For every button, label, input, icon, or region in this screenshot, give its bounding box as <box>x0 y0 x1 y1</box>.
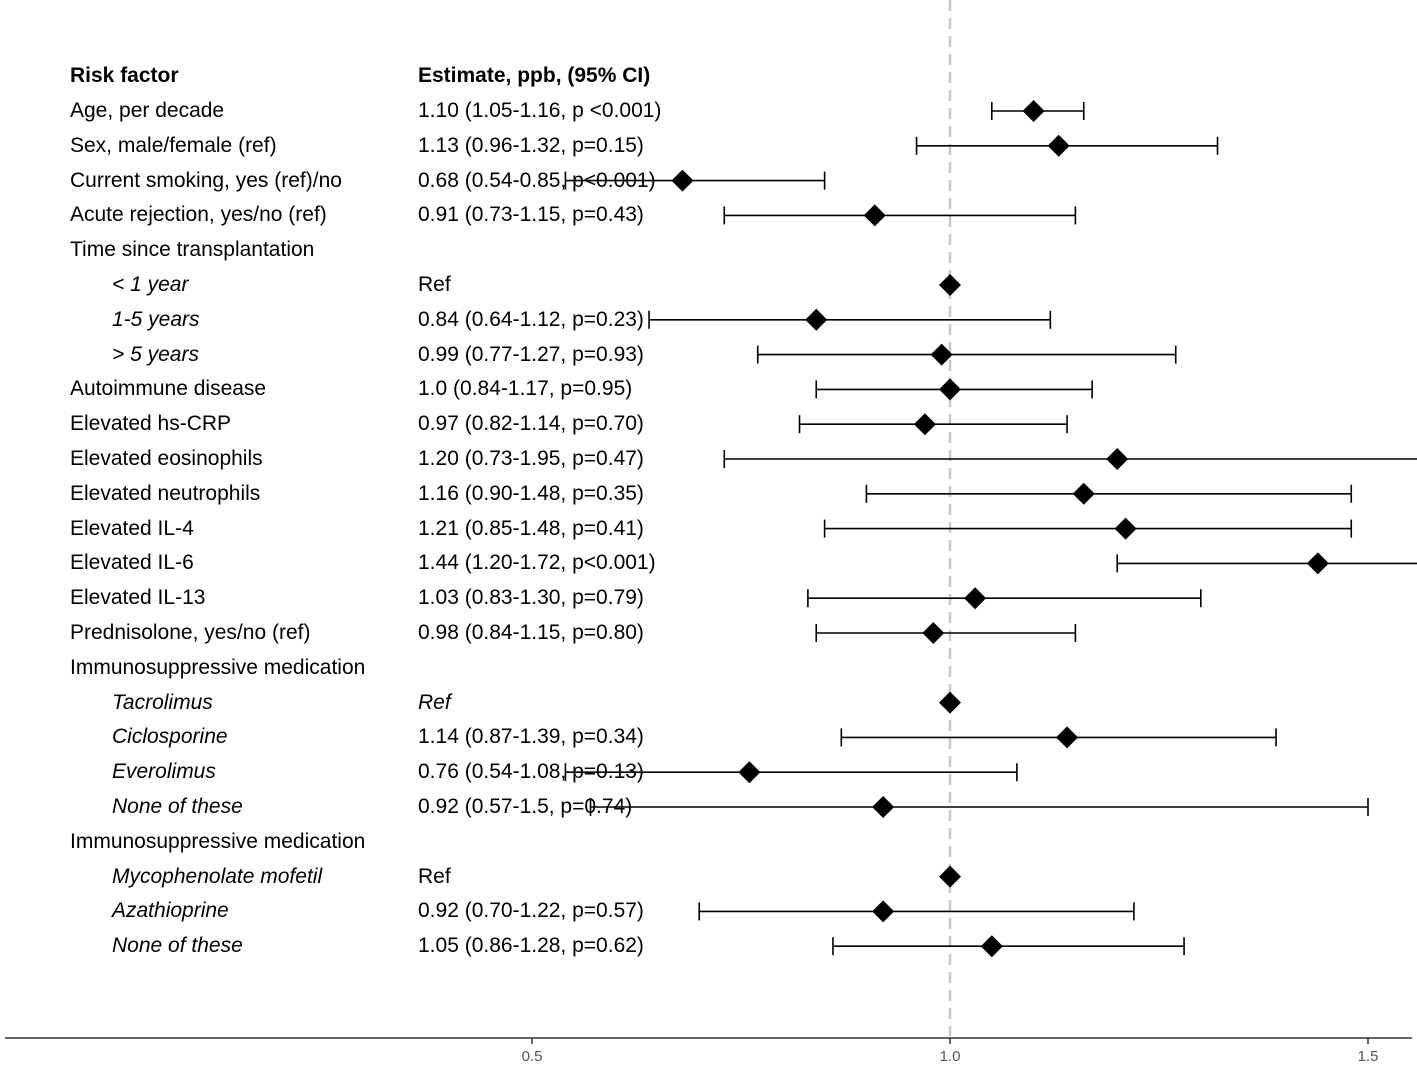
factor-label: Elevated IL-4 <box>70 516 194 540</box>
estimate-label: 1.05 (0.86-1.28, p=0.62) <box>418 934 644 958</box>
factor-label: Age, per decade <box>70 99 225 122</box>
factor-label: > 5 years <box>112 342 199 366</box>
estimate-label: Ref <box>418 273 451 296</box>
point-estimate-marker <box>939 378 961 401</box>
factor-label: Elevated IL-6 <box>70 551 194 575</box>
estimate-label: 1.44 (1.20-1.72, p<0.001) <box>418 551 656 575</box>
factor-label: Immunosuppressive medication <box>70 655 366 679</box>
factor-label: Prednisolone, yes/no (ref) <box>70 621 311 644</box>
estimate-label: 1.0 (0.84-1.17, p=0.95) <box>418 377 633 401</box>
estimate-column-header: Estimate, ppb, (95% CI) <box>418 64 651 87</box>
factor-column-header: Risk factor <box>70 64 179 87</box>
x-tick-label: 1.0 <box>940 1048 961 1065</box>
factor-label: Ciclosporine <box>112 725 228 749</box>
point-estimate-marker <box>805 308 828 331</box>
estimate-label: 1.03 (0.83-1.30, p=0.79) <box>418 586 644 610</box>
estimate-label: 1.13 (0.96-1.32, p=0.15) <box>418 133 644 157</box>
estimate-label: Ref <box>418 690 451 714</box>
estimate-label: 1.21 (0.85-1.48, p=0.41) <box>418 516 644 540</box>
factor-label: Autoimmune disease <box>70 377 267 401</box>
factor-label: Elevated eosinophils <box>70 447 263 470</box>
factor-label: None of these <box>112 934 243 958</box>
point-estimate-marker <box>863 204 886 227</box>
estimate-label: 0.76 (0.54-1.08, p=0.13) <box>418 760 644 784</box>
point-estimate-marker <box>939 865 961 888</box>
factor-label: Azathioprine <box>112 899 229 923</box>
point-estimate-marker <box>1022 100 1045 122</box>
point-estimate-marker <box>872 900 895 923</box>
factor-label: Elevated neutrophils <box>70 481 261 505</box>
factor-label: Everolimus <box>112 760 216 784</box>
estimate-label: 0.97 (0.82-1.14, p=0.70) <box>418 412 644 436</box>
factor-label: Tacrolimus <box>112 690 213 714</box>
factor-label: Immunosuppressive medication <box>70 829 366 853</box>
point-estimate-marker <box>1072 482 1095 505</box>
estimate-label: 0.68 (0.54-0.85, p<0.001) <box>418 168 656 192</box>
factor-label: None of these <box>112 795 243 818</box>
estimate-label: 1.14 (0.87-1.39, p=0.34) <box>418 725 644 749</box>
estimate-label: 0.92 (0.57-1.5, p=0.74) <box>418 795 633 818</box>
estimate-label: 0.98 (0.84-1.15, p=0.80) <box>418 621 644 644</box>
estimate-label: 1.20 (0.73-1.95, p=0.47) <box>418 447 644 470</box>
point-estimate-marker <box>930 343 953 366</box>
point-estimate-marker <box>1306 552 1329 575</box>
point-estimate-marker <box>738 761 761 784</box>
point-estimate-marker <box>913 413 936 436</box>
point-estimate-marker <box>872 796 895 818</box>
estimate-label: 1.16 (0.90-1.48, p=0.35) <box>418 481 644 505</box>
factor-label: Current smoking, yes (ref)/no <box>70 168 342 192</box>
estimate-label: 0.91 (0.73-1.15, p=0.43) <box>418 203 644 227</box>
estimate-label: Ref <box>418 864 451 888</box>
factor-label: Elevated hs-CRP <box>70 412 232 436</box>
factor-label: Mycophenolate mofetil <box>112 864 323 888</box>
factor-label: < 1 year <box>112 273 189 296</box>
x-tick-label: 0.5 <box>522 1048 543 1065</box>
x-tick-label: 1.5 <box>1358 1048 1379 1065</box>
point-estimate-marker <box>1114 517 1137 540</box>
point-estimate-marker <box>1056 726 1079 749</box>
point-estimate-marker <box>671 169 694 192</box>
factor-label: Time since transplantation <box>70 238 315 262</box>
estimate-label: 1.10 (1.05-1.16, p <0.001) <box>418 99 662 122</box>
point-estimate-marker <box>964 587 987 610</box>
factor-label: Acute rejection, yes/no (ref) <box>70 203 327 227</box>
factor-label: Sex, male/female (ref) <box>70 133 277 157</box>
point-estimate-marker <box>939 691 961 714</box>
factor-label: Elevated IL-13 <box>70 586 206 610</box>
point-estimate-marker <box>922 622 945 644</box>
point-estimate-marker <box>980 935 1003 958</box>
factor-label: 1-5 years <box>112 307 200 331</box>
estimate-label: 0.84 (0.64-1.12, p=0.23) <box>418 307 644 331</box>
point-estimate-marker <box>1047 134 1070 157</box>
estimate-label: 0.92 (0.70-1.22, p=0.57) <box>418 899 644 923</box>
estimate-label: 0.99 (0.77-1.27, p=0.93) <box>418 342 644 366</box>
point-estimate-marker <box>939 274 961 296</box>
point-estimate-marker <box>1106 448 1129 470</box>
